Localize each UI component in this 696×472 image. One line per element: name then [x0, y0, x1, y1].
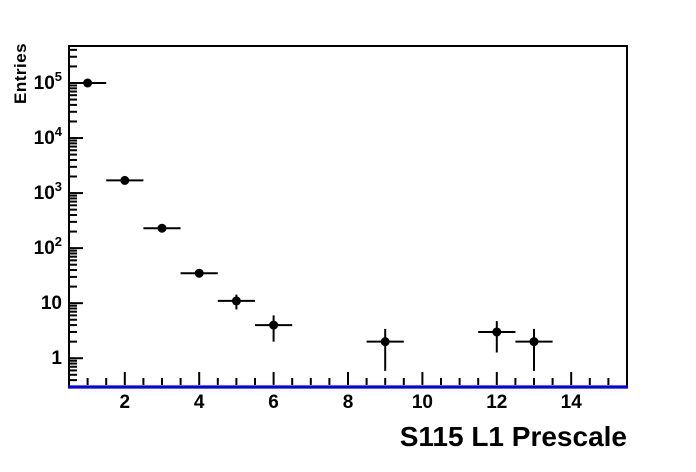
y-axis-tick-label: 102	[34, 234, 62, 259]
data-point-marker	[231, 296, 241, 306]
y-axis-tick-label: 103	[34, 179, 62, 204]
x-axis-tick-label: 4	[194, 392, 205, 413]
data-point-marker	[120, 175, 130, 185]
y-axis-tick-label: 1	[51, 348, 62, 369]
data-point-marker	[492, 327, 502, 337]
x-axis-tick-label: 6	[268, 392, 279, 413]
x-axis-tick-label: 12	[486, 392, 507, 413]
y-axis-tick-label: 105	[34, 69, 62, 94]
x-axis: 2 4 6 8 10 12 14	[86, 372, 610, 413]
error-bars	[69, 81, 553, 371]
data-point-marker	[194, 268, 204, 278]
x-axis-tick-label: 10	[412, 392, 433, 413]
y-axis-tick-label: 10	[41, 293, 62, 314]
plot-frame	[68, 45, 628, 388]
y-axis: 1 10 102 103 104 105	[34, 48, 83, 382]
data-point-marker	[380, 337, 390, 347]
x-axis-tick-label: 8	[343, 392, 354, 413]
x-axis-tick-label: 14	[561, 392, 583, 413]
x-axis-tick-label: 2	[120, 392, 131, 413]
data-point-marker	[269, 320, 279, 330]
data-point-marker	[529, 337, 539, 347]
x-axis-title: S115 L1 Prescale	[399, 421, 627, 452]
data-point-marker	[157, 223, 167, 233]
data-points	[83, 78, 539, 347]
y-axis-tick-label: 104	[34, 124, 63, 149]
data-point-marker	[83, 78, 93, 88]
y-axis-title: Entries	[11, 42, 30, 104]
